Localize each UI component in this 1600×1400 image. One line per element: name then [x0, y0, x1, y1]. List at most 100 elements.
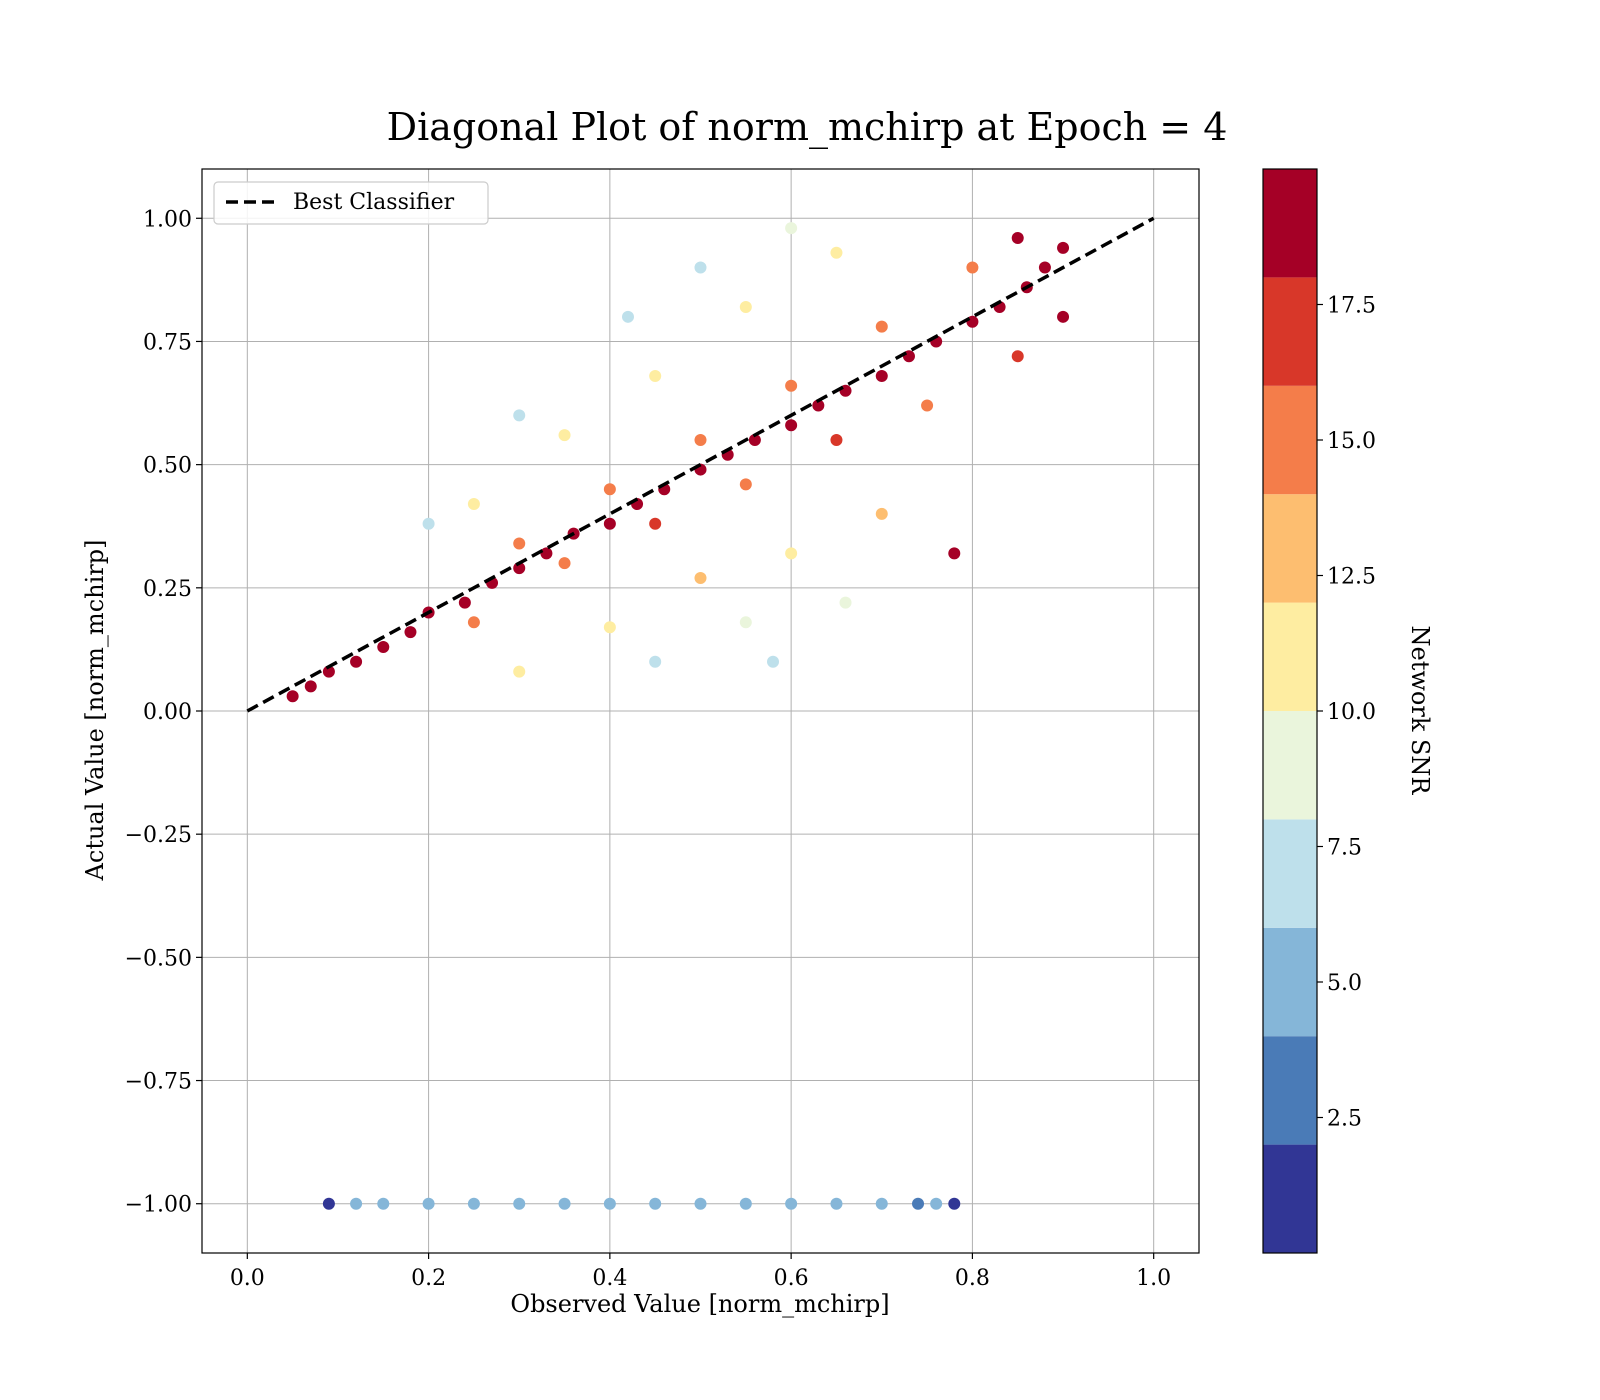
scatter-points: [286, 222, 1070, 1210]
scatter-point: [467, 616, 480, 629]
scatter-point: [812, 399, 825, 412]
scatter-point: [875, 1197, 888, 1210]
scatter-point: [304, 680, 317, 693]
scatter-point: [558, 1197, 571, 1210]
colorbar-tick-label: 7.5: [1327, 836, 1362, 861]
scatter-point: [830, 246, 843, 259]
scatter-point: [603, 483, 616, 496]
scatter-point: [649, 655, 662, 668]
scatter-point: [513, 409, 526, 422]
scatter-point: [558, 429, 571, 442]
y-tick-label: 0.25: [143, 577, 192, 602]
scatter-point: [350, 655, 363, 668]
scatter-point: [785, 222, 798, 235]
y-tick-label: −0.75: [125, 1070, 192, 1095]
x-tick-label: 0.2: [411, 1266, 446, 1291]
colorbar-tick-label: 17.5: [1327, 294, 1376, 319]
scatter-point: [458, 596, 471, 609]
y-tick-label: 0.50: [143, 454, 192, 479]
scatter-point: [540, 547, 553, 560]
scatter-point: [948, 547, 961, 560]
scatter-point: [739, 300, 752, 313]
scatter-point: [422, 1197, 435, 1210]
colorbar-segment: [1263, 819, 1317, 928]
y-axis-ticks: 1.00 0.75 0.50 0.25 0.00 −0.25 −0.50 −0.75 −1.00: [125, 207, 202, 1218]
scatter-point: [830, 1197, 843, 1210]
scatter-point: [875, 369, 888, 382]
colorbar-segment: [1263, 277, 1317, 386]
scatter-point: [875, 320, 888, 333]
scatter-point: [948, 1197, 961, 1210]
scatter-point: [748, 434, 761, 446]
scatter-point: [603, 1197, 616, 1210]
scatter-point: [839, 596, 852, 609]
scatter-point: [513, 665, 526, 678]
scatter-point: [350, 1197, 363, 1210]
colorbar-label: Network SNR: [1406, 626, 1434, 796]
y-tick-label: −0.50: [125, 946, 192, 971]
y-axis-label: Actual Value [norm_mchirp]: [81, 540, 109, 882]
scatter-point: [422, 517, 435, 530]
scatter-point: [739, 616, 752, 629]
chart-title: Diagonal Plot of norm_mchirp at Epoch = …: [387, 105, 1228, 150]
colorbar-segment: [1263, 385, 1317, 495]
scatter-point: [377, 1197, 390, 1210]
y-tick-label: −0.25: [125, 823, 192, 848]
colorbar: 2.5 5.0 7.5 10.0 12.5 15.0 17.5: [1262, 168, 1376, 1254]
colorbar-segment: [1263, 169, 1317, 278]
scatter-point: [1011, 231, 1024, 244]
scatter-point: [966, 261, 979, 274]
colorbar-tick-label: 12.5: [1327, 565, 1376, 590]
scatter-point: [1011, 350, 1024, 363]
colorbar-segment: [1263, 602, 1317, 711]
scatter-point: [603, 621, 616, 634]
y-tick-label: 1.00: [143, 207, 192, 232]
colorbar-tick-label: 5.0: [1327, 971, 1362, 996]
scatter-point: [921, 399, 934, 412]
y-tick-label: 0.75: [143, 330, 192, 355]
scatter-point: [912, 1197, 925, 1210]
scatter-point: [377, 640, 390, 653]
scatter-point: [785, 1197, 798, 1210]
x-tick-label: 0.8: [955, 1266, 990, 1291]
scatter-point: [513, 562, 526, 575]
y-tick-label: 0.00: [143, 700, 192, 725]
scatter-point: [930, 1197, 943, 1210]
scatter-point: [1057, 241, 1070, 254]
x-tick-label: 0.0: [230, 1266, 265, 1291]
colorbar-tick-label: 2.5: [1327, 1107, 1362, 1132]
grid: [202, 169, 1199, 1253]
scatter-point: [785, 419, 798, 432]
scatter-point: [558, 557, 571, 570]
scatter-point: [513, 537, 526, 550]
x-axis-ticks: 0.0 0.2 0.4 0.6 0.8 1.0: [230, 1253, 1171, 1291]
scatter-point: [1038, 261, 1051, 274]
x-tick-label: 0.6: [774, 1266, 809, 1291]
scatter-point: [739, 478, 752, 491]
scatter-point: [286, 690, 299, 703]
colorbar-segment: [1263, 711, 1317, 820]
x-tick-label: 1.0: [1136, 1266, 1171, 1291]
legend-label-best-classifier: Best Classifier: [293, 190, 455, 215]
scatter-point: [830, 434, 843, 446]
colorbar-tick-label: 15.0: [1327, 429, 1376, 454]
scatter-point: [404, 626, 417, 639]
best-classifier-line: [246, 216, 1155, 713]
scatter-point: [694, 261, 707, 274]
scatter-point: [649, 369, 662, 382]
legend: Best Classifier: [213, 181, 489, 225]
scatter-point: [785, 547, 798, 560]
scatter-point: [875, 507, 888, 520]
scatter-point: [785, 379, 798, 392]
scatter-point: [467, 498, 480, 511]
colorbar-segment: [1263, 1036, 1317, 1145]
y-tick-label: −1.00: [125, 1193, 192, 1218]
colorbar-segment: [1263, 494, 1317, 603]
scatter-point: [694, 571, 707, 584]
scatter-point: [322, 665, 335, 678]
scatter-point: [322, 1197, 335, 1210]
colorbar-tick-label: 10.0: [1327, 700, 1376, 725]
scatter-point: [621, 310, 634, 323]
x-tick-label: 0.4: [592, 1266, 627, 1291]
